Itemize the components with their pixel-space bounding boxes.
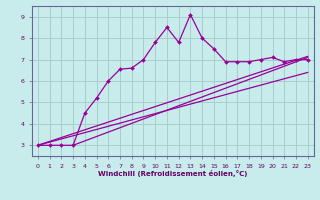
X-axis label: Windchill (Refroidissement éolien,°C): Windchill (Refroidissement éolien,°C) [98, 170, 247, 177]
